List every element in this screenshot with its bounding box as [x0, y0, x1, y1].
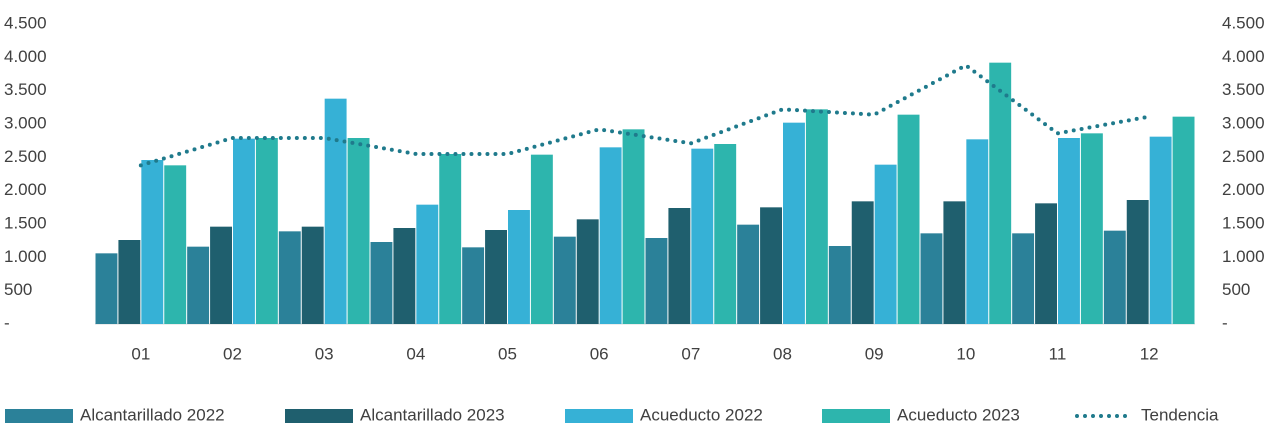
- x-tick-label: 11: [1049, 344, 1067, 363]
- y2-tick-label: 500: [1222, 280, 1250, 299]
- y-tick-label: 4.000: [4, 47, 47, 66]
- y-tick-label: 500: [4, 280, 32, 299]
- legend-label: Acueducto 2022: [640, 405, 763, 424]
- bar: [439, 154, 462, 324]
- legend-label: Acueducto 2023: [897, 405, 1020, 424]
- bar: [1058, 138, 1080, 324]
- bar: [210, 226, 232, 324]
- y-tick-label: -: [4, 313, 10, 332]
- bar: [1126, 200, 1149, 324]
- y2-tick-label: 4.500: [1222, 13, 1265, 32]
- bar: [324, 98, 347, 325]
- trend-line: [138, 63, 1152, 168]
- y-tick-label: 2.500: [4, 147, 47, 166]
- legend-swatch: [285, 409, 353, 423]
- bar: [920, 233, 943, 324]
- bar: [462, 247, 485, 324]
- x-tick-label: 06: [590, 344, 609, 363]
- y-tick-label: 1.000: [4, 247, 47, 266]
- x-tick-label: 01: [131, 344, 150, 363]
- legend-label: Alcantarillado 2023: [360, 405, 505, 424]
- x-tick-label: 10: [956, 344, 975, 363]
- legend-label: Tendencia: [1141, 405, 1219, 424]
- legend-swatch: [565, 409, 633, 423]
- x-tick-label: 05: [498, 344, 517, 363]
- y2-tick-label: 1.000: [1222, 247, 1265, 266]
- bar: [714, 144, 737, 324]
- y-tick-label: 2.000: [4, 180, 47, 199]
- bar: [95, 253, 118, 324]
- y-tick-label: 3.500: [4, 80, 47, 99]
- bar: [1080, 133, 1103, 324]
- y2-tick-label: 3.000: [1222, 113, 1265, 132]
- bar: [1012, 233, 1035, 324]
- bar: [783, 122, 805, 325]
- bar: [1172, 116, 1195, 325]
- bar: [347, 138, 370, 324]
- bar: [1149, 136, 1172, 324]
- x-tick-label: 07: [681, 344, 700, 363]
- x-tick-label: 04: [406, 344, 425, 363]
- bar: [851, 201, 874, 324]
- legend-label: Alcantarillado 2022: [80, 405, 225, 424]
- x-tick-label: 08: [773, 344, 792, 363]
- bar: [141, 160, 164, 324]
- bar: [668, 208, 691, 324]
- bar: [576, 219, 599, 324]
- legend-swatch: [822, 409, 890, 423]
- bar: [760, 207, 782, 324]
- bar: [897, 114, 920, 325]
- bar: [599, 147, 622, 324]
- bar: [553, 236, 576, 324]
- x-tick-label: 02: [223, 344, 242, 363]
- bar: [1103, 230, 1126, 324]
- y2-tick-label: 4.000: [1222, 47, 1265, 66]
- y2-tick-label: 1.500: [1222, 213, 1265, 232]
- bar: [255, 138, 278, 324]
- y2-tick-label: 2.000: [1222, 180, 1265, 199]
- y-tick-label: 3.000: [4, 113, 47, 132]
- bar: [622, 129, 645, 324]
- bar: [645, 238, 668, 324]
- y-tick-label: 4.500: [4, 13, 47, 32]
- bar: [485, 230, 507, 324]
- bar: [737, 224, 760, 324]
- bar: [874, 164, 897, 324]
- x-tick-label: 09: [865, 344, 884, 363]
- bar: [370, 242, 393, 324]
- y2-tick-label: 2.500: [1222, 147, 1265, 166]
- bar: [828, 246, 851, 324]
- y2-tick-label: -: [1222, 313, 1228, 332]
- bar: [416, 204, 439, 324]
- y2-tick-label: 3.500: [1222, 80, 1265, 99]
- bar: [1035, 203, 1057, 324]
- bar: [530, 154, 553, 324]
- bar: [118, 240, 141, 324]
- bar: [301, 226, 324, 324]
- bar: [691, 148, 714, 324]
- x-tick-label: 03: [315, 344, 334, 363]
- bar: [805, 109, 828, 324]
- bar: [966, 139, 989, 324]
- x-tick-label: 12: [1140, 344, 1159, 363]
- bar: [278, 231, 301, 324]
- bar: [164, 165, 187, 324]
- bar: [989, 62, 1012, 325]
- bar: [943, 201, 966, 324]
- bar: [233, 138, 255, 324]
- bar: [393, 228, 416, 324]
- legend-swatch: [5, 409, 73, 423]
- bar: [187, 246, 210, 324]
- y-tick-label: 1.500: [4, 213, 47, 232]
- bar: [508, 210, 530, 324]
